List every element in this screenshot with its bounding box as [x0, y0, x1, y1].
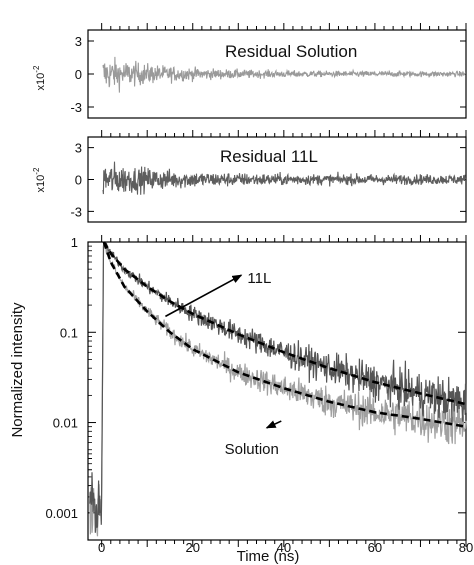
residual-solution-ytick-label: 3 — [75, 34, 82, 49]
residual-solution-ytick-label: 0 — [75, 67, 82, 82]
decay-xlabel: Time (ns) — [237, 548, 300, 565]
decay-xtick-label: 60 — [368, 540, 382, 555]
residual-11l-ylabel: x10-2 — [32, 167, 47, 192]
decay-panel: Normalized intensity Time (ns) 0 20 40 60 80… — [9, 235, 473, 565]
decay-ytick-label: 0.001 — [45, 506, 78, 521]
decay-fit-solution — [102, 241, 467, 428]
decay-ytick-label: 1 — [71, 235, 78, 250]
residual-11l-ytick-label: 3 — [75, 141, 82, 156]
decay-ytick-label: 0.1 — [60, 325, 78, 340]
decay-xtick-label: 20 — [186, 540, 200, 555]
decay-annotation-arrow-1 — [265, 420, 282, 429]
decay-xtick-label: 0 — [98, 540, 105, 555]
residual-solution-ylabel: x10-2 — [32, 65, 47, 90]
residual-solution-ytick-label: -3 — [70, 100, 82, 115]
residual-11l-ytick-label: 0 — [75, 173, 82, 188]
residual-solution-ylabel-base: x10 — [35, 73, 47, 91]
decay-fit-11l — [102, 241, 467, 406]
decay-annotation-label-1: Solution — [225, 441, 279, 458]
decay-ytick-label: 0.01 — [53, 416, 78, 431]
residual-solution-trace — [102, 56, 466, 93]
residual-11l-trace — [102, 161, 467, 195]
residual-11l-panel: Residual 11L x10-2 3 0 -3 — [32, 130, 467, 223]
residual-11l-ytick-label: -3 — [70, 204, 82, 219]
residual-11l-ylabel-base: x10 — [35, 175, 47, 193]
decay-xtick-label: 40 — [277, 540, 291, 555]
residual-11l-title: Residual 11L — [220, 147, 318, 166]
residual-solution-title: Residual Solution — [225, 42, 357, 61]
decay-xtick-label: 80 — [459, 540, 473, 555]
residual-solution-panel: Residual Solution x10-2 3 0 -3 — [32, 23, 467, 119]
decay-annotation-label-0: 11L — [247, 270, 271, 287]
residual-solution-ylabel-exponent: -2 — [32, 65, 41, 73]
residual-11l-ylabel-exponent: -2 — [32, 167, 41, 175]
decay-ylabel: Normalized intensity — [9, 302, 26, 438]
decay-annotation-arrow-0 — [165, 274, 243, 318]
